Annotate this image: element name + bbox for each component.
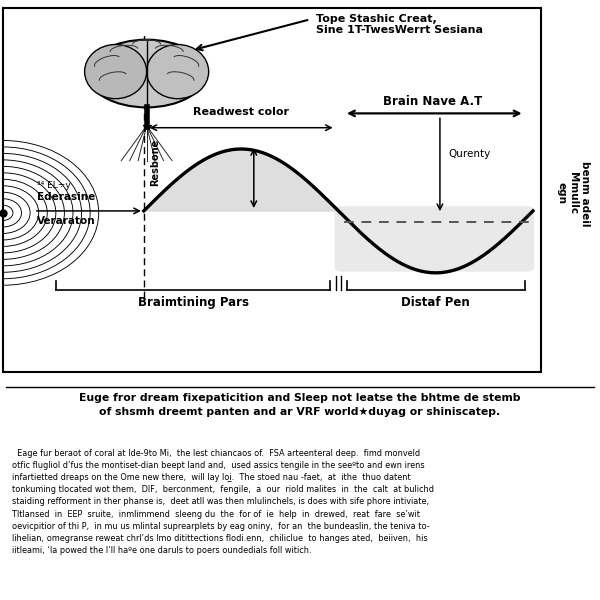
Text: Resbone: Resbone — [151, 139, 161, 186]
Text: Distaf Pen: Distaf Pen — [401, 296, 470, 309]
Text: Euge fror dream fixepaticition and Sleep not leatse the bhtme de stemb
of shsmh : Euge fror dream fixepaticition and Sleep… — [79, 392, 521, 416]
Text: Eage fur beraot of coral at lde-9to Mi,  the lest chiancaos of.  FSA arteenteral: Eage fur beraot of coral at lde-9to Mi, … — [12, 449, 434, 555]
Text: Braimtining Pars: Braimtining Pars — [137, 296, 248, 309]
Text: Readwest color: Readwest color — [193, 107, 289, 117]
Ellipse shape — [85, 44, 146, 98]
Text: ³⁴ EL÷y: ³⁴ EL÷y — [37, 181, 70, 190]
Ellipse shape — [146, 44, 209, 98]
FancyBboxPatch shape — [334, 206, 534, 272]
Text: Veraraton: Veraraton — [37, 217, 95, 226]
Ellipse shape — [88, 40, 206, 107]
Text: benm adeil
Mmullc
egn: benm adeil Mmullc egn — [556, 161, 590, 226]
Text: Brain Nave A.T: Brain Nave A.T — [383, 95, 482, 107]
Text: Ederasine: Ederasine — [37, 193, 95, 202]
Text: Qurenty: Qurenty — [448, 149, 491, 160]
Text: Tope Stashic Creat,
Sine 1T-TwesWerrt Sesiana: Tope Stashic Creat, Sine 1T-TwesWerrt Se… — [316, 14, 483, 35]
